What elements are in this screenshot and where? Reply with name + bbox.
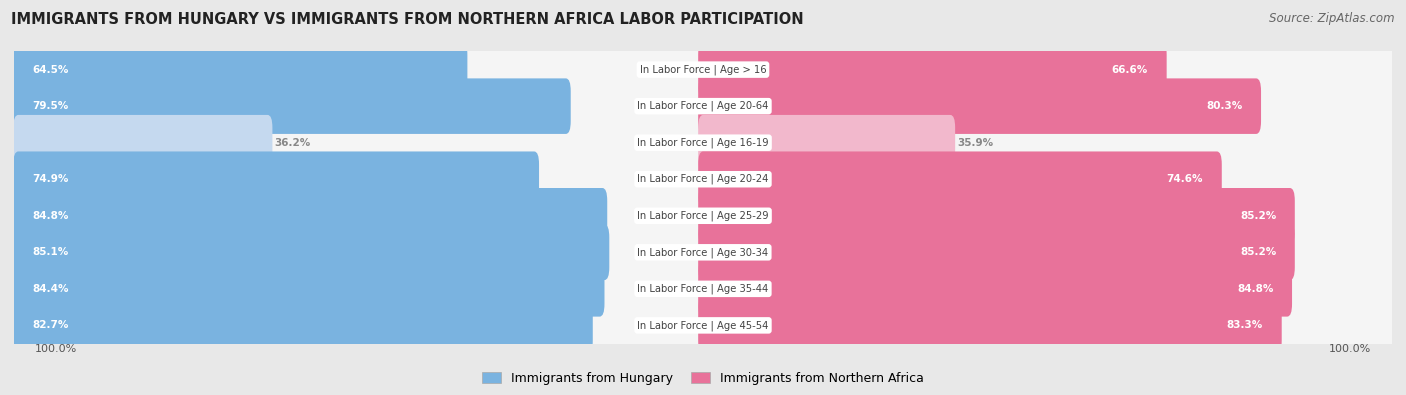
FancyBboxPatch shape (13, 185, 1393, 246)
FancyBboxPatch shape (14, 42, 467, 98)
FancyBboxPatch shape (699, 297, 1282, 353)
Text: In Labor Force | Age 20-24: In Labor Force | Age 20-24 (637, 174, 769, 184)
FancyBboxPatch shape (699, 151, 1222, 207)
FancyBboxPatch shape (13, 223, 1393, 282)
Text: 64.5%: 64.5% (32, 65, 69, 75)
FancyBboxPatch shape (699, 78, 1261, 134)
Text: 100.0%: 100.0% (1329, 344, 1371, 354)
Text: In Labor Force | Age 25-29: In Labor Force | Age 25-29 (637, 211, 769, 221)
FancyBboxPatch shape (14, 151, 538, 207)
Text: 84.4%: 84.4% (32, 284, 69, 294)
FancyBboxPatch shape (13, 39, 1393, 100)
FancyBboxPatch shape (13, 113, 1393, 172)
Legend: Immigrants from Hungary, Immigrants from Northern Africa: Immigrants from Hungary, Immigrants from… (477, 367, 929, 390)
Text: 80.3%: 80.3% (1206, 101, 1243, 111)
FancyBboxPatch shape (699, 261, 1292, 317)
Text: 85.2%: 85.2% (1240, 247, 1277, 257)
Text: 79.5%: 79.5% (32, 101, 69, 111)
Text: 84.8%: 84.8% (32, 211, 69, 221)
Text: In Labor Force | Age > 16: In Labor Force | Age > 16 (640, 64, 766, 75)
FancyBboxPatch shape (13, 112, 1393, 173)
FancyBboxPatch shape (13, 222, 1393, 283)
Text: 82.7%: 82.7% (32, 320, 69, 330)
FancyBboxPatch shape (13, 186, 1393, 245)
Text: In Labor Force | Age 30-34: In Labor Force | Age 30-34 (637, 247, 769, 258)
Text: 100.0%: 100.0% (35, 344, 77, 354)
FancyBboxPatch shape (13, 150, 1393, 209)
FancyBboxPatch shape (13, 295, 1393, 356)
FancyBboxPatch shape (13, 259, 1393, 318)
Text: 74.9%: 74.9% (32, 174, 69, 184)
FancyBboxPatch shape (699, 188, 1295, 244)
FancyBboxPatch shape (13, 296, 1393, 355)
FancyBboxPatch shape (699, 224, 1295, 280)
FancyBboxPatch shape (14, 188, 607, 244)
Text: 84.8%: 84.8% (1237, 284, 1274, 294)
Text: 85.2%: 85.2% (1240, 211, 1277, 221)
FancyBboxPatch shape (13, 258, 1393, 320)
FancyBboxPatch shape (14, 224, 609, 280)
Text: 66.6%: 66.6% (1112, 65, 1149, 75)
FancyBboxPatch shape (699, 42, 1167, 98)
Text: 74.6%: 74.6% (1167, 174, 1204, 184)
FancyBboxPatch shape (14, 78, 571, 134)
Text: In Labor Force | Age 35-44: In Labor Force | Age 35-44 (637, 284, 769, 294)
FancyBboxPatch shape (13, 77, 1393, 136)
FancyBboxPatch shape (14, 115, 273, 171)
FancyBboxPatch shape (13, 40, 1393, 99)
Text: 36.2%: 36.2% (274, 138, 311, 148)
FancyBboxPatch shape (14, 261, 605, 317)
Text: In Labor Force | Age 45-54: In Labor Force | Age 45-54 (637, 320, 769, 331)
Text: 85.1%: 85.1% (32, 247, 69, 257)
FancyBboxPatch shape (14, 297, 593, 353)
FancyBboxPatch shape (13, 149, 1393, 210)
Text: 83.3%: 83.3% (1227, 320, 1263, 330)
Text: In Labor Force | Age 20-64: In Labor Force | Age 20-64 (637, 101, 769, 111)
Text: Source: ZipAtlas.com: Source: ZipAtlas.com (1270, 12, 1395, 25)
Text: 35.9%: 35.9% (957, 138, 994, 148)
FancyBboxPatch shape (699, 115, 955, 171)
FancyBboxPatch shape (13, 75, 1393, 137)
Text: IMMIGRANTS FROM HUNGARY VS IMMIGRANTS FROM NORTHERN AFRICA LABOR PARTICIPATION: IMMIGRANTS FROM HUNGARY VS IMMIGRANTS FR… (11, 12, 804, 27)
Text: In Labor Force | Age 16-19: In Labor Force | Age 16-19 (637, 137, 769, 148)
